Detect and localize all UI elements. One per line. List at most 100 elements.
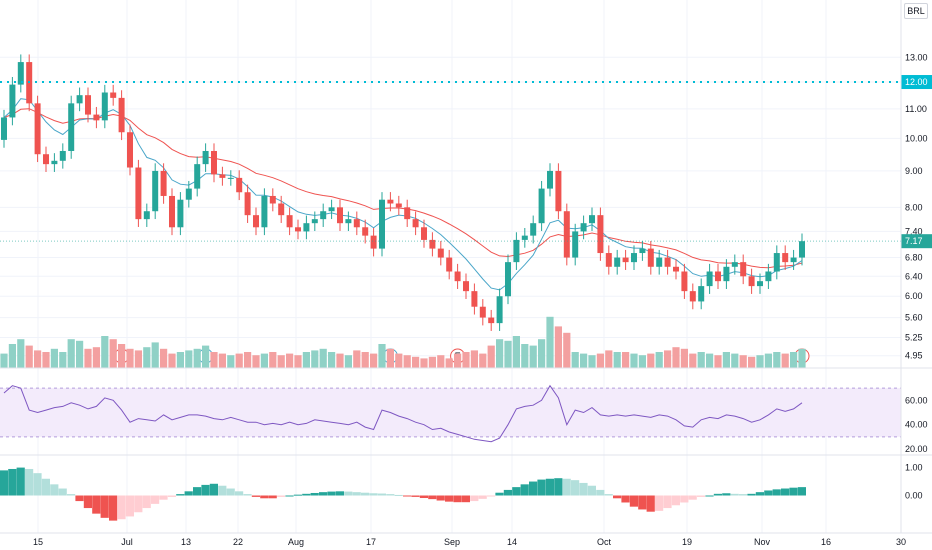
- histogram-bar: [461, 495, 470, 503]
- histogram-bar: [319, 492, 328, 496]
- volume-bar: [92, 347, 100, 368]
- histogram-bar: [159, 495, 168, 500]
- volume-bar: [8, 344, 16, 368]
- volume-bar: [437, 355, 445, 368]
- candle-body: [236, 177, 243, 193]
- candle-body: [404, 207, 411, 220]
- histogram-bar: [537, 479, 546, 496]
- volume-bar: [403, 355, 411, 368]
- volume-bar: [563, 332, 571, 368]
- histogram-bar: [579, 482, 588, 496]
- candle-body: [362, 227, 369, 236]
- histogram-bar: [352, 492, 361, 496]
- histogram-bar: [151, 495, 160, 504]
- histogram-bar: [277, 495, 286, 497]
- histogram-bar: [302, 493, 311, 496]
- histogram-bar: [167, 495, 176, 497]
- volume-bar: [277, 355, 285, 368]
- histogram-bar: [33, 473, 42, 496]
- price-tick-label: 11.00: [905, 104, 927, 114]
- candle-body: [530, 223, 537, 236]
- candle-body: [790, 257, 797, 263]
- histogram-bar: [587, 485, 596, 496]
- volume-bar: [319, 348, 327, 368]
- candle-body: [311, 219, 318, 224]
- currency-button[interactable]: BRL: [904, 3, 928, 19]
- volume-bar: [638, 355, 646, 368]
- volume-bar: [739, 355, 747, 368]
- volume-bar: [218, 353, 226, 368]
- histogram-bar: [260, 495, 269, 499]
- volume-bar: [580, 353, 588, 368]
- volume-bar: [588, 355, 596, 368]
- volume-bar: [420, 358, 428, 368]
- histogram-bar: [327, 491, 336, 496]
- histogram-bar: [134, 495, 143, 513]
- candle-body: [706, 271, 713, 287]
- volume-bar: [672, 347, 680, 368]
- candle-body: [337, 207, 343, 224]
- histogram-bar: [41, 478, 50, 496]
- candle-body: [773, 253, 780, 272]
- time-tick-label: Sep: [444, 537, 460, 547]
- volume-bar: [17, 339, 25, 368]
- candle-body: [135, 167, 142, 220]
- time-axis[interactable]: 15 Jul 13 22 Aug 17 Sep 14 Oct 19 Nov 16 30: [33, 537, 906, 547]
- candle-body: [379, 199, 385, 249]
- volume-bar: [42, 352, 50, 368]
- volume-bar: [798, 348, 806, 368]
- volume-bar: [84, 348, 92, 368]
- histogram-bar: [478, 495, 487, 499]
- candle-body: [110, 92, 117, 98]
- histogram-bar: [67, 494, 76, 496]
- time-tick-label: 22: [233, 537, 243, 547]
- time-tick-label: 17: [366, 537, 376, 547]
- histogram-bar: [117, 495, 126, 520]
- volume-bar: [521, 344, 529, 368]
- histogram-bar: [142, 495, 151, 509]
- candle-body: [17, 62, 24, 85]
- candle-body: [59, 150, 66, 161]
- candle-body: [219, 174, 226, 178]
- time-tick-label: 13: [181, 537, 191, 547]
- histogram-bar: [344, 491, 353, 496]
- volume-bar: [655, 352, 663, 368]
- price-tick-label: 9.00: [905, 166, 923, 176]
- histogram-bar: [201, 484, 210, 496]
- histogram-bar: [268, 495, 277, 499]
- price-tick-label: 10.00: [905, 133, 928, 143]
- candle-body: [211, 150, 217, 175]
- histogram-bar: [50, 484, 59, 496]
- last-price-badge-background: [901, 234, 932, 249]
- volume-bar: [470, 350, 478, 368]
- volume-bar: [781, 353, 789, 368]
- histogram-bar: [243, 494, 252, 496]
- histogram-bar: [436, 495, 445, 501]
- candle-body: [101, 92, 108, 121]
- candle-body: [387, 199, 394, 204]
- candle-body: [269, 195, 276, 204]
- volume-bar: [101, 336, 109, 368]
- volume-bar: [445, 358, 453, 368]
- histogram-bar: [621, 495, 630, 503]
- candle-body: [127, 132, 133, 168]
- price-axis[interactable]: 13.00 12.00 11.00 10.00 9.00 8.00 7.40 6.80 6.40…: [901, 52, 932, 501]
- candle-body: [647, 248, 654, 267]
- candle-body: [202, 150, 209, 165]
- candle-body: [572, 231, 579, 258]
- histogram-bar: [554, 478, 563, 496]
- candle-body: [421, 227, 427, 240]
- price-tick-label: 13.00: [905, 52, 928, 62]
- histogram-tick-label: 1.00: [905, 463, 923, 473]
- volume-bar: [504, 340, 512, 368]
- histogram-bar: [680, 495, 689, 503]
- candle-body: [454, 271, 461, 282]
- histogram-bar: [453, 495, 462, 503]
- volume-bar: [185, 350, 193, 368]
- volume-bar: [428, 356, 436, 368]
- candle-body: [479, 306, 486, 318]
- candle-body: [412, 219, 419, 228]
- volume-bar: [756, 355, 764, 368]
- volume-bar: [622, 352, 630, 368]
